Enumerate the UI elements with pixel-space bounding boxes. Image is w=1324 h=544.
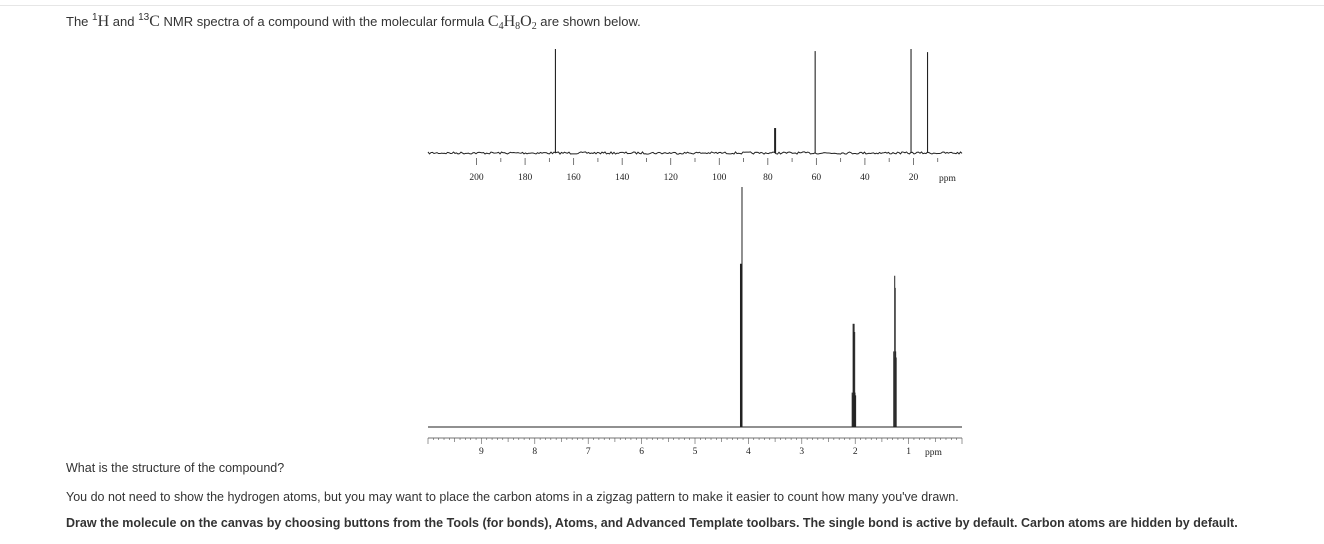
h1-tick-label: 3 [799,447,804,457]
c13-tick-label: 160 [567,173,582,183]
h1-tick-label: 1 [906,447,911,457]
c13-tick-label: 200 [469,173,484,183]
h1-axis: 9 8 7 6 5 4 3 2 1 ppm [427,426,963,458]
h1-tick-label: 9 [479,447,484,457]
h1-tick-label: 2 [853,447,858,457]
c13-axis: 200 180 160 140 120 100 80 60 40 20 ppm [469,158,957,184]
h1-tick-label: 4 [746,447,751,457]
c13-tick-label: 100 [712,173,727,183]
h-symbol: H [97,13,110,30]
molecular-formula: C4H8O2 [487,13,537,32]
c13-nmr-spectrum: 200 180 160 140 120 100 80 60 40 20 ppm [427,49,963,184]
c13-axis-label: ppm [939,174,957,184]
h-mass-number: 1 [92,12,98,23]
question-text: What is the structure of the compound? [66,461,285,475]
hint-text: You do not need to show the hydrogen ato… [66,490,959,504]
h1-tick-label: 5 [693,447,698,457]
c13-peaks [554,49,929,153]
c13-tick-label: 60 [812,173,822,183]
problem-statement: The 1H and 13C NMR spectra of a compound… [66,12,641,32]
c13-tick-label: 120 [664,173,679,183]
h1-tick-label: 8 [532,447,537,457]
c13-tick-label: 80 [763,173,773,183]
c13-baseline-group [427,151,963,155]
drawing-instructions: Draw the molecule on the canvas by choos… [66,516,1238,530]
c13-tick-label: 180 [518,173,533,183]
c13-tick-label: 140 [615,173,630,183]
h1-tick-label: 6 [639,447,644,457]
h1-peaks [739,187,897,427]
c-symbol: C [149,13,160,30]
c13-tick-label: 40 [860,173,870,183]
c-mass-number: 13 [138,12,150,23]
h1-nmr-spectrum: 9 8 7 6 5 4 3 2 1 ppm [427,187,963,458]
c13-baseline [427,151,963,155]
c13-tick-label: 20 [909,173,919,183]
top-divider [0,5,1324,6]
h1-axis-label: ppm [925,448,943,458]
h1-tick-label: 7 [586,447,591,457]
